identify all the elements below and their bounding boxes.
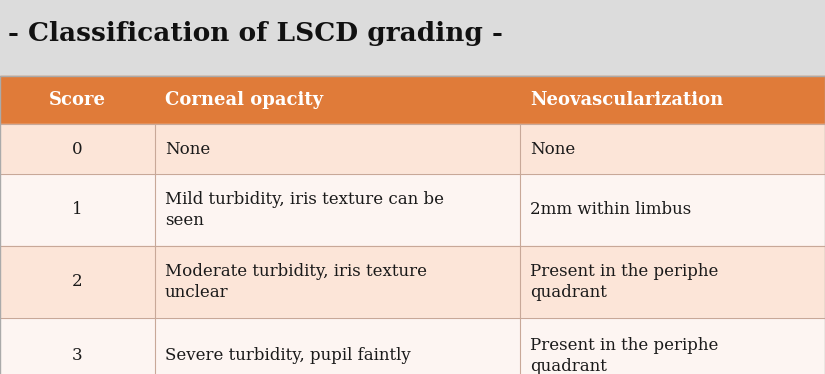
Text: Present in the periphe
quadrant: Present in the periphe quadrant [530, 263, 719, 301]
Bar [0, 318, 825, 374]
Text: Present in the periphe
quadrant: Present in the periphe quadrant [530, 337, 719, 374]
Text: Mild turbidity, iris texture can be
seen: Mild turbidity, iris texture can be seen [165, 191, 444, 229]
Bar [0, 76, 825, 374]
Text: Neovascularization: Neovascularization [530, 91, 724, 109]
Text: 1: 1 [73, 202, 82, 218]
Text: 3: 3 [73, 347, 82, 365]
Text: Severe turbidity, pupil faintly: Severe turbidity, pupil faintly [165, 347, 411, 365]
Bar [0, 124, 825, 174]
Text: Corneal opacity: Corneal opacity [165, 91, 323, 109]
Text: None: None [530, 141, 575, 157]
Text: 0: 0 [73, 141, 82, 157]
Text: Score: Score [49, 91, 106, 109]
Bar [0, 76, 825, 124]
Text: None: None [165, 141, 210, 157]
Bar [0, 0, 825, 68]
Bar [0, 246, 825, 318]
Text: 2mm within limbus: 2mm within limbus [530, 202, 691, 218]
Text: - Classification of LSCD grading -: - Classification of LSCD grading - [8, 21, 503, 46]
Bar [0, 174, 825, 246]
Text: 2: 2 [73, 273, 82, 291]
Text: Moderate turbidity, iris texture
unclear: Moderate turbidity, iris texture unclear [165, 263, 427, 301]
